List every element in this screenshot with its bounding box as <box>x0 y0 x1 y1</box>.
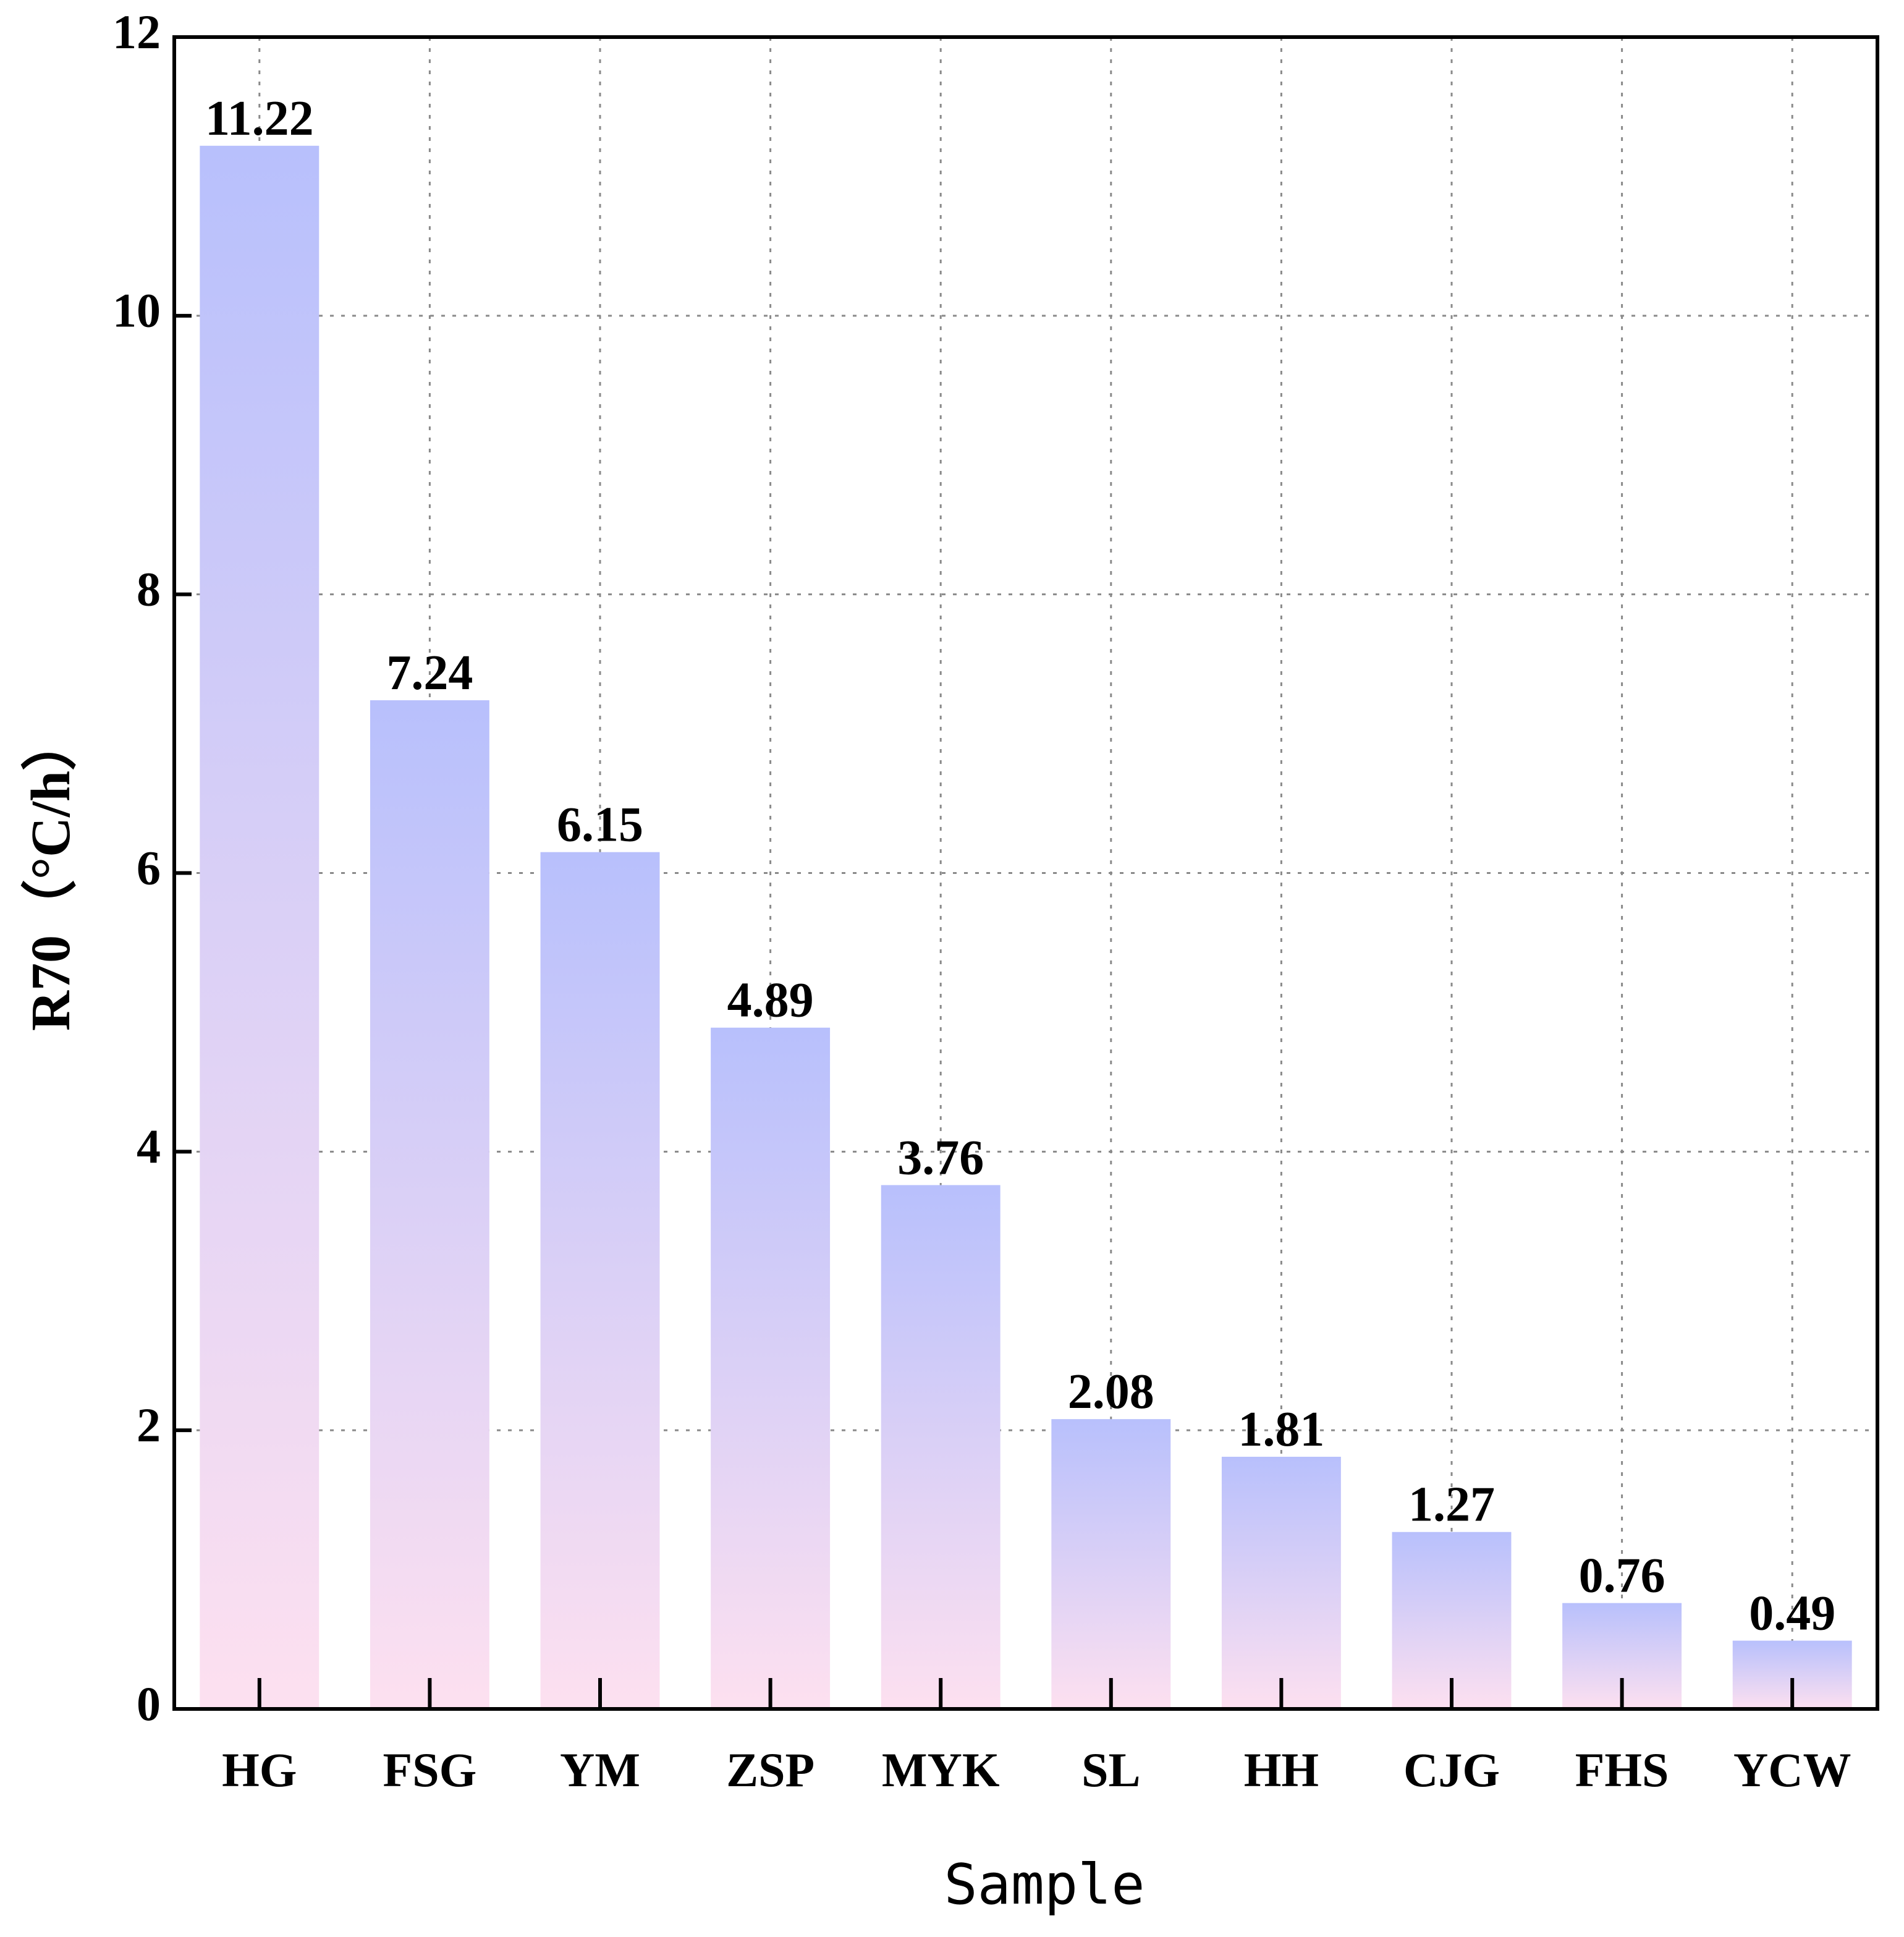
x-tick-label-hg: HG <box>222 1743 297 1797</box>
y-tick-label: 12 <box>112 5 161 59</box>
data-label-sl: 2.08 <box>1068 1365 1154 1419</box>
x-tick-label-zsp: ZSP <box>726 1743 814 1797</box>
x-tick-label-ycw: YCW <box>1733 1743 1851 1797</box>
data-label-hg: 11.22 <box>205 91 314 146</box>
bar-zsp <box>711 1027 831 1709</box>
data-label-fsg: 7.24 <box>386 646 473 700</box>
axis-ticks <box>174 35 1795 1711</box>
data-label-ym: 6.15 <box>557 798 643 852</box>
bars <box>200 145 1852 1710</box>
data-label-ycw: 0.49 <box>1749 1587 1835 1641</box>
x-tick-label-fsg: FSG <box>383 1743 477 1797</box>
data-label-zsp: 4.89 <box>727 973 814 1028</box>
bar-hg <box>200 145 319 1710</box>
x-tick-label-fhs: FHS <box>1575 1743 1669 1797</box>
y-tick-label: 6 <box>137 841 161 894</box>
bar-fsg <box>370 700 489 1709</box>
data-labels: 11.22 7.24 6.15 4.89 3.76 2.08 1.81 1.27 0.76 0.4… <box>205 91 1835 1641</box>
bar-ym <box>540 852 660 1709</box>
bar-myk <box>881 1185 1001 1709</box>
bar-sl <box>1051 1419 1171 1709</box>
x-tick-label-sl: SL <box>1081 1743 1140 1797</box>
x-tick-label-myk: MYK <box>882 1743 1000 1797</box>
x-tick-label-hh: HH <box>1244 1743 1319 1797</box>
data-label-cjg: 1.27 <box>1408 1478 1495 1532</box>
x-axis-label: Sample <box>944 1852 1145 1917</box>
y-tick-label: 4 <box>137 1119 161 1173</box>
grid-lines <box>174 37 1877 1709</box>
data-label-myk: 3.76 <box>897 1130 984 1185</box>
y-tick-label: 8 <box>137 562 161 616</box>
bar-hh <box>1221 1456 1341 1709</box>
y-tick-label: 10 <box>112 284 161 337</box>
y-tick-labels: 0 2 4 6 8 10 12 <box>112 5 161 1731</box>
y-axis-label: R70（°C/h） <box>20 715 82 1031</box>
data-label-fhs: 0.76 <box>1579 1549 1665 1603</box>
x-tick-label-ym: YM <box>560 1743 640 1797</box>
x-tick-labels: HG FSG YM ZSP MYK SL HH CJG FHS YCW <box>222 1743 1851 1797</box>
data-label-hh: 1.81 <box>1238 1402 1324 1457</box>
y-tick-label: 2 <box>137 1398 161 1452</box>
x-tick-label-cjg: CJG <box>1403 1743 1500 1797</box>
y-tick-label: 0 <box>137 1677 161 1731</box>
